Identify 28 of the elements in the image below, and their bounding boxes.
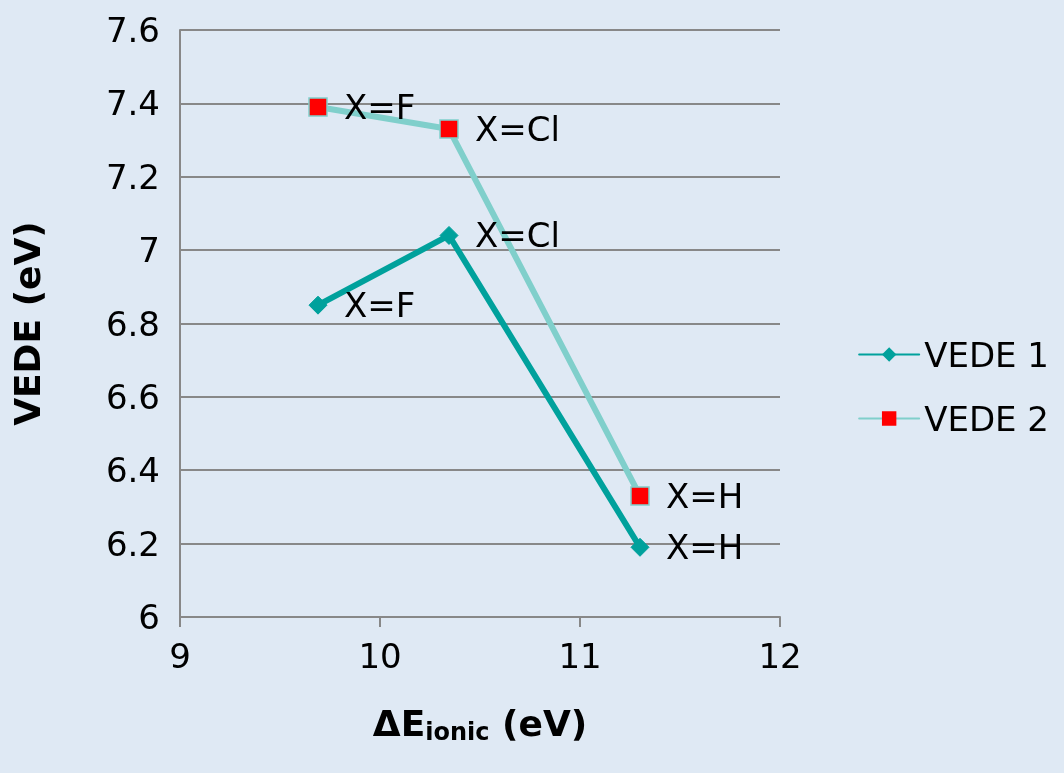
y-tick-label: 6.2 xyxy=(105,523,160,564)
annotation: X=H xyxy=(666,475,744,516)
y-tick-label: 6.6 xyxy=(105,376,160,417)
y-tick-label: 6.4 xyxy=(105,450,160,491)
y-tick-label: 7.2 xyxy=(105,156,160,197)
x-tick-label: 12 xyxy=(758,636,802,676)
y-axis-title: VEDE (eV) xyxy=(6,221,48,426)
point xyxy=(439,119,459,139)
y-tick-label: 6 xyxy=(138,597,160,637)
x-tick-label: 10 xyxy=(358,636,402,676)
annotation: X=F xyxy=(344,87,416,128)
point xyxy=(308,97,328,117)
annotation: X=Cl xyxy=(475,215,560,256)
y-tick-label: 7.6 xyxy=(105,10,160,50)
annotation: X=Cl xyxy=(475,109,560,150)
x-tick-label: 11 xyxy=(558,636,602,676)
legend-label: VEDE 1 xyxy=(924,334,1049,375)
annotation: X=H xyxy=(666,527,744,568)
point xyxy=(308,295,328,315)
point xyxy=(439,225,459,245)
y-tick-label: 7.4 xyxy=(105,83,160,124)
point xyxy=(630,537,650,557)
y-tick-label: 6.8 xyxy=(105,303,160,344)
annotation: X=F xyxy=(344,285,416,326)
point xyxy=(630,486,650,506)
y-tick-label: 7 xyxy=(138,230,160,271)
legend-label: VEDE 2 xyxy=(924,398,1049,439)
x-tick-label: 9 xyxy=(169,636,191,676)
